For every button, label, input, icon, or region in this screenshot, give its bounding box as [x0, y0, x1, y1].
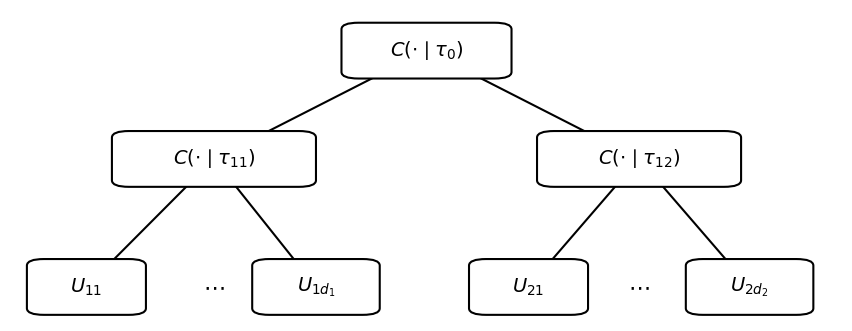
Text: $\cdots$: $\cdots$ — [203, 277, 225, 297]
FancyBboxPatch shape — [537, 131, 740, 187]
Text: $U_{2d_2}$: $U_{2d_2}$ — [729, 275, 768, 299]
Text: $U_{21}$: $U_{21}$ — [512, 276, 544, 298]
FancyBboxPatch shape — [112, 131, 315, 187]
FancyBboxPatch shape — [469, 259, 587, 315]
Text: $C(\cdot \mid \tau_{11})$: $C(\cdot \mid \tau_{11})$ — [173, 147, 255, 170]
Text: $C(\cdot \mid \tau_{12})$: $C(\cdot \mid \tau_{12})$ — [597, 147, 679, 170]
Text: $U_{1d_1}$: $U_{1d_1}$ — [296, 275, 335, 299]
Text: $U_{11}$: $U_{11}$ — [70, 276, 102, 298]
FancyBboxPatch shape — [27, 259, 146, 315]
Text: $\cdots$: $\cdots$ — [627, 277, 649, 297]
FancyBboxPatch shape — [685, 259, 813, 315]
FancyBboxPatch shape — [252, 259, 379, 315]
Text: $C(\cdot \mid \tau_0)$: $C(\cdot \mid \tau_0)$ — [389, 39, 463, 62]
FancyBboxPatch shape — [341, 23, 511, 78]
